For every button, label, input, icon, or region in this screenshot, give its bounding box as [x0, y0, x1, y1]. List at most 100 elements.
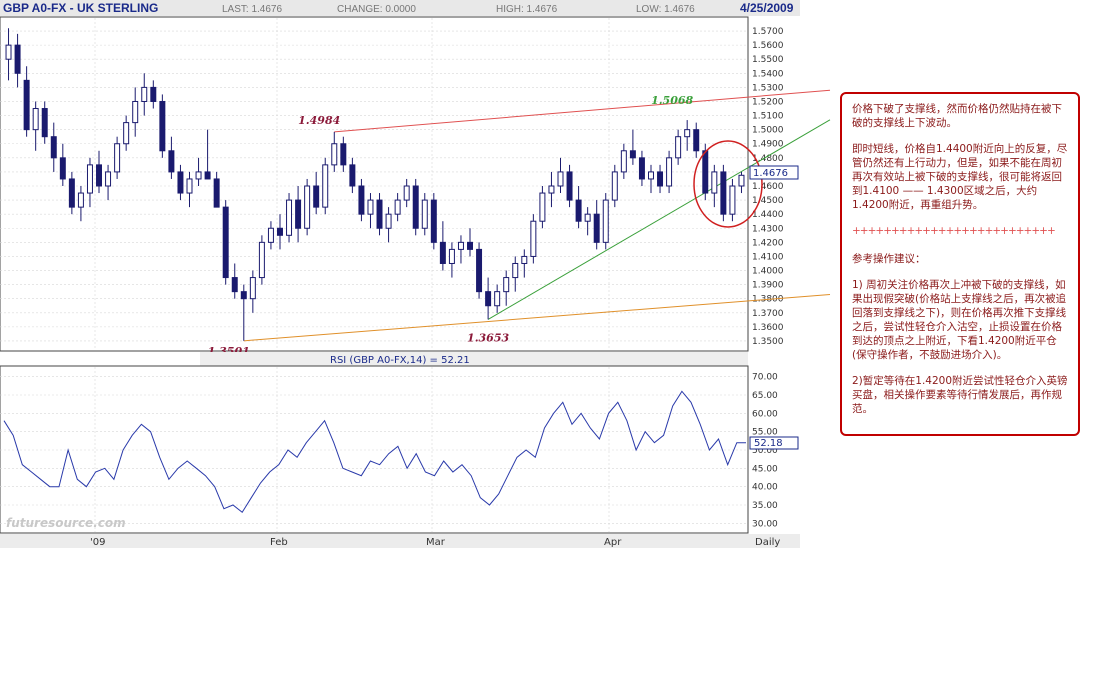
- annotation-label: 1.4984: [298, 114, 340, 127]
- candle-body: [448, 248, 455, 264]
- candle-body: [258, 241, 265, 279]
- candle-body: [340, 143, 347, 166]
- price-tick-label: 1.5400: [752, 69, 784, 79]
- trend-line-support-broken: [487, 119, 831, 320]
- rsi-tick-label: 40.00: [752, 483, 778, 493]
- high-value: HIGH: 1.4676: [496, 4, 558, 15]
- price-tick-label: 1.3600: [752, 323, 784, 333]
- candle-body: [240, 291, 247, 300]
- candle-body: [566, 171, 573, 201]
- price-tick-label: 1.3700: [752, 309, 784, 319]
- candle-body: [403, 185, 410, 201]
- candle-body: [86, 164, 93, 194]
- rsi-label: RSI (GBP A0-FX,14) = 52.21: [330, 355, 470, 366]
- highlight-circle: [693, 140, 763, 228]
- candle-body: [675, 136, 682, 159]
- trend-lines: [243, 89, 831, 342]
- price-tick-label: 1.3500: [752, 337, 784, 347]
- candle-body: [602, 199, 609, 243]
- candle-body: [530, 220, 537, 257]
- candle-body: [295, 199, 302, 229]
- candle-body: [539, 192, 546, 222]
- candle-body: [367, 199, 374, 215]
- annotation-label: 1.5068: [651, 94, 693, 107]
- candle-body: [693, 129, 700, 152]
- change-value: CHANGE: 0.0000: [337, 4, 416, 15]
- last-price-tag: 1.4676: [753, 168, 788, 179]
- candle-body: [729, 185, 736, 215]
- candle-body: [177, 171, 184, 194]
- candle-body: [512, 262, 519, 279]
- last-price: LAST: 1.4676: [222, 4, 282, 15]
- candle-body: [629, 150, 636, 159]
- candle-body: [412, 185, 419, 229]
- rsi-tick-label: 50.00: [752, 446, 778, 456]
- price-tick-label: 1.4200: [752, 238, 784, 248]
- candle-body: [267, 227, 274, 243]
- candle-body: [304, 185, 311, 229]
- rsi-last-tag: 52.18: [754, 438, 783, 449]
- candle-body: [521, 255, 528, 264]
- candle-body: [548, 185, 555, 194]
- candle-body: [430, 199, 437, 243]
- candle-body: [557, 171, 564, 187]
- candle-body: [684, 129, 691, 138]
- x-tick-label: Daily: [755, 537, 780, 548]
- note-separator: ++++++++++++++++++++++++++: [852, 225, 1056, 237]
- candle-body: [68, 178, 75, 208]
- candle-body: [59, 157, 66, 180]
- price-grid: [0, 18, 748, 350]
- note-heading: 参考操作建议：: [852, 253, 926, 265]
- rsi-tick-label: 45.00: [752, 464, 778, 474]
- candle-body: [14, 44, 21, 74]
- candle-body: [141, 86, 148, 102]
- candle-body: [394, 199, 401, 215]
- last-price-box: [749, 165, 799, 180]
- candle-body: [195, 171, 202, 180]
- rsi-tick-label: 35.00: [752, 501, 778, 511]
- candle-body: [467, 241, 474, 250]
- rsi-tick-label: 70.00: [752, 373, 778, 383]
- candle-body: [494, 291, 501, 307]
- rsi-tick-label: 30.00: [752, 519, 778, 529]
- candle-body: [331, 143, 338, 166]
- price-tick-label: 1.4100: [752, 252, 784, 262]
- candle-body: [50, 136, 57, 159]
- candle-body: [123, 122, 130, 145]
- candle-body: [385, 213, 392, 229]
- candle-body: [358, 185, 365, 215]
- trend-line-resistance: [334, 89, 831, 133]
- candle-body: [159, 100, 166, 152]
- price-tick-label: 1.4600: [752, 182, 784, 192]
- candle-body: [593, 213, 600, 243]
- candle-body: [204, 171, 211, 180]
- candle-body: [376, 199, 383, 229]
- price-tick-label: 1.4000: [752, 267, 784, 277]
- rsi-tick-label: 55.00: [752, 428, 778, 438]
- candle-body: [666, 157, 673, 187]
- candle-body: [213, 178, 220, 208]
- candle-body: [476, 248, 483, 293]
- candle-body: [457, 241, 464, 250]
- rsi-grid: [0, 367, 748, 532]
- rsi-axis: 70.00 65.00 60.00 55.00 50.00 45.00 40.00 35.00…: [752, 373, 778, 530]
- analysis-note: 价格下破了支撑线，然而价格仍然贴持在被下破的支撑线上下波动。 即时短线，价格自1…: [840, 92, 1080, 436]
- candle-body: [32, 108, 39, 131]
- note-paragraph-5: 2)暂定等待在1.4200附近尝试性轻仓介入英镑买盘，相关操作要素等待行情发展后…: [852, 375, 1068, 415]
- price-tick-label: 1.5300: [752, 83, 784, 93]
- candle-body: [584, 213, 591, 222]
- candle-body: [105, 171, 112, 187]
- candle-body: [322, 164, 329, 208]
- price-tick-label: 1.3900: [752, 281, 784, 291]
- candle-body: [23, 79, 30, 131]
- low-value: LOW: 1.4676: [636, 4, 695, 15]
- candle-body: [711, 171, 718, 194]
- note-paragraph-4: 1) 周初关注价格再次上冲被下破的支撑线，如果出现假突破(价格站上支撑线之后，再…: [852, 279, 1067, 361]
- symbol-title: GBP A0-FX - UK STERLING: [3, 1, 158, 15]
- candle-body: [132, 100, 139, 124]
- candle-body: [611, 171, 618, 201]
- rsi-tick-label: 60.00: [752, 409, 778, 419]
- price-tick-label: 1.4500: [752, 196, 784, 206]
- candle-body: [96, 164, 103, 187]
- note-paragraph-2: 即时短线，价格自1.4400附近向上的反复，尽管仍然还有上行动力，但是，如果不能…: [852, 143, 1068, 211]
